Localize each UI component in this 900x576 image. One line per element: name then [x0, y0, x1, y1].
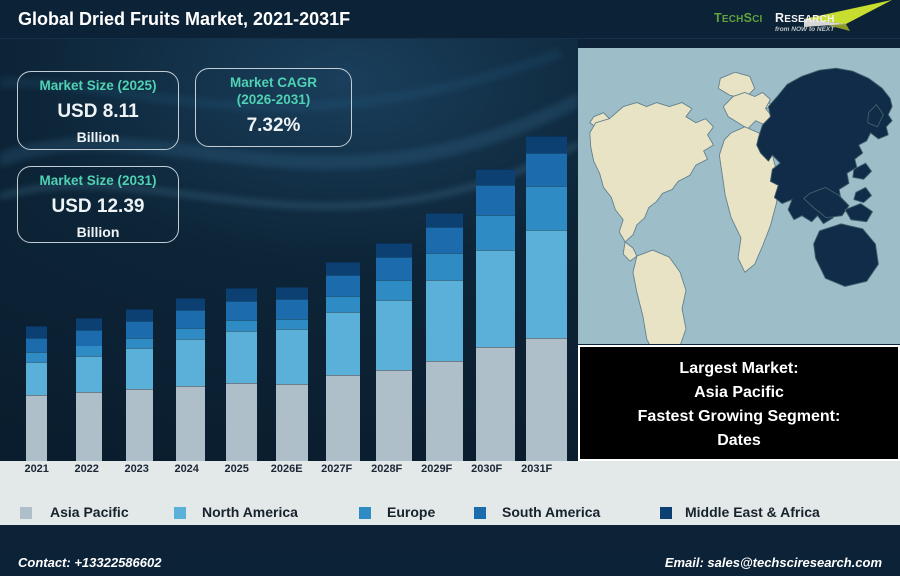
svg-text:RESEARCH: RESEARCH	[775, 11, 835, 25]
svg-text:from NOW to NEXT: from NOW to NEXT	[775, 26, 835, 33]
svg-text:TECHSCI: TECHSCI	[714, 11, 763, 25]
